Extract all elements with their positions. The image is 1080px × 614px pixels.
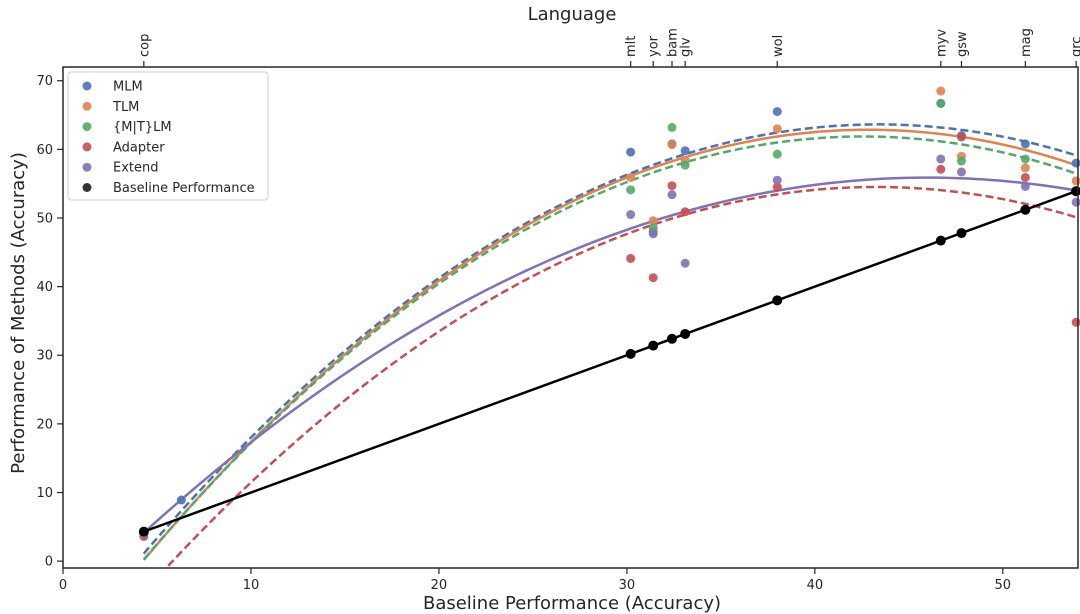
point-s2-2 bbox=[648, 223, 658, 233]
point-s5-8 bbox=[1020, 204, 1031, 215]
point-s4-1 bbox=[626, 210, 636, 220]
point-s5-6 bbox=[935, 235, 946, 246]
top-tick-label-bam: bam bbox=[666, 28, 681, 57]
y-tick-label-3: 30 bbox=[36, 349, 53, 364]
point-s3-8 bbox=[1020, 172, 1030, 182]
x-tick-label-1: 10 bbox=[243, 578, 260, 593]
point-s1-5 bbox=[772, 124, 782, 134]
point-s3-6 bbox=[936, 164, 946, 174]
point-s4-3 bbox=[667, 190, 677, 200]
point-s5-1 bbox=[625, 348, 636, 359]
legend-marker-0 bbox=[82, 81, 92, 91]
point-s0-2 bbox=[626, 147, 636, 157]
ticks: 0 10 20 30 40 50 0 10 20 30 40 50 60 70 bbox=[36, 74, 1011, 593]
point-s1-3 bbox=[667, 140, 677, 150]
legend-label-0: MLM bbox=[113, 80, 143, 95]
y-axis-title: Performance of Methods (Accuracy) bbox=[8, 152, 29, 474]
y-tick-label-4: 40 bbox=[36, 280, 53, 295]
legend-marker-3 bbox=[82, 142, 92, 152]
plot-frame bbox=[62, 66, 1079, 569]
legend: MLM TLM {M|T}LM Adapter Extend Baseline Perfo… bbox=[67, 71, 269, 201]
legend-marker-1 bbox=[82, 101, 92, 111]
point-s5-7 bbox=[956, 228, 967, 239]
top-tick-label-wol: wol bbox=[771, 35, 786, 57]
x-tick-label-0: 0 bbox=[59, 578, 67, 593]
point-s0-6 bbox=[772, 107, 782, 117]
x-tick-label-5: 50 bbox=[995, 578, 1012, 593]
fit-line-0 bbox=[142, 123, 1077, 555]
legend-label-4: Extend bbox=[113, 161, 159, 176]
x-axis-title: Baseline Performance (Accuracy) bbox=[423, 593, 721, 614]
point-s4-2 bbox=[648, 229, 658, 239]
x-tick-label-3: 30 bbox=[619, 578, 636, 593]
top-axis-title: Language bbox=[528, 4, 617, 25]
top-tick-label-yor: yor bbox=[647, 35, 662, 57]
y-tick-label-6: 60 bbox=[36, 143, 53, 158]
y-tick-label-5: 50 bbox=[36, 211, 53, 226]
legend-label-3: Adapter bbox=[113, 140, 165, 155]
fit-line-2 bbox=[142, 135, 1077, 561]
point-s0-9 bbox=[1020, 139, 1030, 149]
point-s2-5 bbox=[772, 149, 782, 159]
point-s4-8 bbox=[1020, 181, 1030, 191]
fit-line-3 bbox=[164, 185, 1077, 568]
top-tick-label-glv: glv bbox=[679, 37, 694, 57]
y-tick-label-1: 10 bbox=[36, 486, 53, 501]
point-s3-2 bbox=[648, 273, 658, 283]
point-s5-5 bbox=[772, 295, 783, 306]
legend-marker-4 bbox=[82, 162, 92, 172]
point-s4-6 bbox=[936, 154, 946, 164]
legend-marker-2 bbox=[82, 122, 92, 132]
point-s5-4 bbox=[680, 328, 691, 339]
y-tick-label-7: 70 bbox=[36, 74, 53, 89]
data-points bbox=[138, 86, 1080, 541]
top-tick-label-grc: grc bbox=[1070, 37, 1080, 57]
point-s3-4 bbox=[680, 207, 690, 217]
y-tick-label-0: 0 bbox=[45, 555, 53, 570]
point-s4-7 bbox=[956, 167, 966, 177]
fit-line-4 bbox=[142, 176, 1077, 534]
top-tick-label-mlt: mlt bbox=[624, 36, 639, 57]
top-tick-label-gsw: gsw bbox=[955, 31, 970, 57]
point-s4-4 bbox=[680, 258, 690, 268]
point-s0-5 bbox=[680, 146, 690, 156]
point-s3-1 bbox=[626, 253, 636, 263]
point-s3-5 bbox=[772, 182, 782, 192]
top-tick-label-cop: cop bbox=[137, 34, 152, 57]
legend-marker-5 bbox=[82, 183, 92, 192]
point-s5-3 bbox=[667, 333, 677, 344]
point-s0-1 bbox=[176, 495, 186, 505]
point-s1-8 bbox=[1020, 163, 1030, 173]
point-s2-7 bbox=[956, 156, 966, 166]
fit-line-1 bbox=[142, 128, 1077, 561]
point-s1-2 bbox=[648, 216, 658, 226]
top-tick-label-mag: mag bbox=[1019, 28, 1034, 57]
point-s2-8 bbox=[1020, 154, 1030, 164]
top-tick-label-myv: myv bbox=[934, 29, 949, 57]
point-s2-3 bbox=[667, 122, 677, 132]
point-s2-6 bbox=[936, 98, 946, 108]
fit-lines bbox=[142, 123, 1077, 568]
point-s5-0 bbox=[138, 526, 149, 537]
x-tick-label-4: 40 bbox=[807, 578, 824, 593]
point-s2-4 bbox=[680, 160, 690, 170]
baseline-line bbox=[143, 190, 1077, 533]
x-tick-label-2: 20 bbox=[431, 578, 448, 593]
point-s3-3 bbox=[667, 181, 677, 191]
point-s2-1 bbox=[626, 185, 636, 195]
point-s5-2 bbox=[648, 340, 659, 351]
y-tick-label-2: 20 bbox=[36, 417, 53, 432]
legend-label-5: Baseline Performance bbox=[113, 181, 255, 196]
point-s3-7 bbox=[956, 132, 966, 142]
point-s1-6 bbox=[936, 86, 946, 96]
axes bbox=[62, 66, 1079, 569]
legend-box bbox=[67, 71, 269, 201]
point-s4-5 bbox=[772, 175, 782, 185]
legend-label-1: TLM bbox=[112, 100, 139, 115]
point-s1-1 bbox=[626, 172, 636, 182]
legend-label-2: {M|T}LM bbox=[113, 120, 172, 135]
